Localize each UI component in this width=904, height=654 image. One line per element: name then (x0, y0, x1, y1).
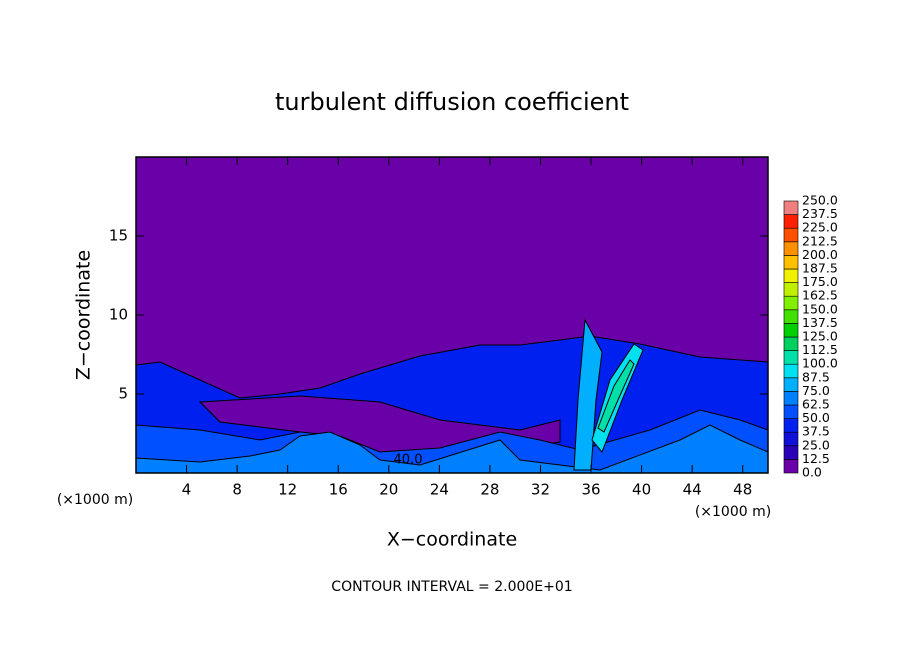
colorbar-label: 250.0 (802, 193, 838, 208)
colorbar-swatch (783, 363, 799, 379)
x-tick-label: 12 (278, 481, 297, 499)
colorbar-label: 212.5 (802, 233, 838, 248)
axis-unit: (×1000 m) (695, 504, 771, 520)
colorbar-label: 200.0 (802, 247, 838, 262)
y-tick-label: 10 (109, 306, 128, 324)
axis-unit: (×1000 m) (57, 492, 133, 508)
colorbar-swatch (783, 268, 799, 283)
colorbar-swatch (783, 323, 799, 338)
colorbar-swatch (783, 391, 799, 406)
colorbar-swatch (783, 350, 799, 365)
colorbar-swatch (783, 200, 799, 215)
colorbar-label: 237.5 (802, 206, 838, 221)
x-tick-label: 40 (632, 481, 651, 499)
colorbar-label: 125.0 (802, 329, 838, 344)
colorbar-label: 25.0 (802, 437, 830, 452)
colorbar-label: 0.0 (802, 465, 822, 480)
colorbar-label: 37.5 (802, 424, 830, 439)
x-axis-label: X−coordinate (387, 529, 517, 551)
colorbar-swatch (783, 404, 799, 419)
colorbar-swatch (783, 377, 799, 392)
colorbar-label: 162.5 (802, 288, 838, 303)
field-region (597, 359, 635, 433)
y-tick-label: 15 (109, 227, 128, 245)
x-tick-label: 24 (430, 481, 449, 499)
x-tick-label: 44 (683, 481, 702, 499)
x-tick-label: 4 (182, 481, 192, 499)
colorbar-swatch (783, 214, 799, 229)
colorbar-swatch (783, 255, 799, 270)
colorbar-label: 112.5 (802, 342, 838, 357)
x-tick-label: 20 (379, 481, 398, 499)
x-tick-label: 8 (232, 481, 242, 499)
colorbar-label: 100.0 (802, 356, 838, 371)
x-tick-label: 36 (581, 481, 600, 499)
colorbar-swatch (783, 227, 799, 243)
x-tick-label: 28 (480, 481, 499, 499)
colorbar-swatch (783, 309, 799, 324)
colorbar-swatch (783, 459, 799, 474)
colorbar-label: 187.5 (802, 261, 838, 276)
colorbar-label: 75.0 (802, 383, 830, 398)
field (135, 157, 769, 474)
colorbar-swatch (783, 282, 799, 297)
footnote: CONTOUR INTERVAL = 2.000E+01 (331, 579, 572, 595)
contour-label: 40.0 (394, 453, 423, 468)
x-tick-label: 48 (733, 481, 752, 499)
colorbar-swatch (783, 241, 799, 256)
colorbar-label: 175.0 (802, 274, 838, 289)
colorbar-label: 12.5 (802, 451, 830, 466)
x-tick-label: 16 (329, 481, 348, 499)
y-tick-label: 5 (118, 385, 128, 403)
colorbar-label: 62.5 (802, 397, 830, 412)
chart-title: turbulent diffusion coefficient (275, 88, 629, 116)
colorbar-swatch (783, 295, 799, 311)
colorbar-label: 87.5 (802, 369, 830, 384)
y-axis-label: Z−coordinate (73, 250, 95, 380)
colorbar-swatch (783, 445, 799, 460)
x-tick-label: 32 (531, 481, 550, 499)
colorbar-swatch (783, 336, 799, 351)
colorbar-label: 225.0 (802, 220, 838, 235)
colorbar-swatch (783, 418, 799, 433)
colorbar-label: 50.0 (802, 410, 830, 425)
colorbar-swatch (783, 431, 799, 447)
colorbar-label: 150.0 (802, 301, 838, 316)
colorbar-label: 137.5 (802, 315, 838, 330)
